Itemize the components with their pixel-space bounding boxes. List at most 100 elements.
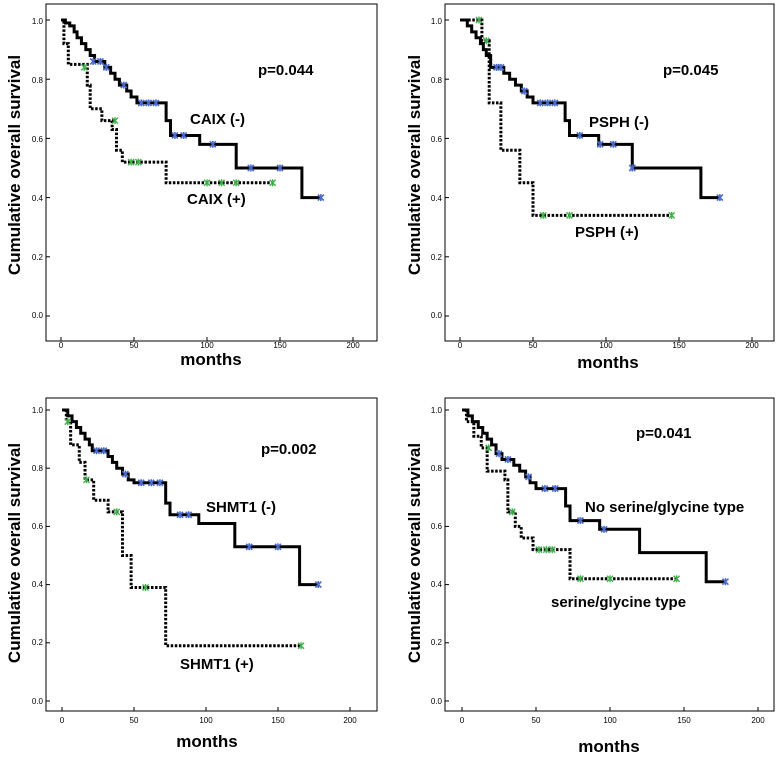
censor-mark: [111, 117, 119, 125]
km-series-line: [62, 408, 302, 648]
y-tick-label: 0.6: [431, 522, 443, 531]
censor-mark: [134, 158, 142, 166]
x-tick-label: 0: [59, 341, 64, 350]
y-tick-label: 0.0: [32, 311, 44, 320]
censor-mark: [673, 575, 681, 583]
x-tick-label: 50: [532, 716, 541, 725]
y-tick-label: 0.2: [431, 638, 443, 647]
censor-mark: [609, 140, 617, 148]
censor-mark: [668, 211, 676, 219]
plot-frame: [45, 397, 378, 712]
censor-mark: [542, 546, 550, 554]
series-label-shmt1-neg: SHMT1 (-): [206, 499, 276, 516]
x-tick-label: 150: [271, 716, 285, 725]
censor-mark: [80, 63, 88, 71]
censor-mark: [535, 546, 543, 554]
x-tick-label: 200: [751, 716, 765, 725]
y-tick-label: 1.0: [431, 406, 443, 415]
x-tick-label: 100: [599, 341, 613, 350]
censor-mark: [548, 546, 556, 554]
censor-mark: [102, 63, 110, 71]
censor-mark: [176, 511, 184, 519]
km-curves: [46, 18, 354, 341]
censor-mark: [600, 525, 608, 533]
censor-mark: [180, 131, 188, 140]
censor-mark: [317, 194, 325, 202]
y-tick-label: 0.6: [32, 522, 44, 531]
p-value: p=0.044: [258, 62, 314, 79]
censor-mark: [121, 470, 129, 478]
censor-mark: [497, 63, 505, 71]
x-tick-label: 50: [529, 341, 538, 350]
y-tick-label: 0.8: [431, 464, 443, 473]
censor-mark: [89, 57, 97, 66]
censor-mark: [525, 473, 533, 481]
y-tick-label: 1.0: [32, 406, 44, 415]
censor-mark: [171, 131, 179, 140]
censor-mark: [536, 99, 544, 107]
censor-mark: [203, 179, 211, 187]
censor-mark: [218, 179, 226, 187]
censor-mark: [576, 575, 584, 583]
km-series-line: [462, 408, 726, 584]
panel-shmt1: 1.0 0.8 0.6 0.4 0.2 0.0 0 50 100 150 200…: [5, 397, 378, 751]
censor-mark: [245, 543, 253, 551]
series-label-caix-neg: CAIX (-): [190, 111, 245, 128]
censor-mark: [113, 508, 121, 516]
censor-mark: [137, 479, 145, 487]
x-ticks: 0 50 100 150 200: [458, 341, 759, 350]
y-tick-label: 1.0: [32, 17, 44, 26]
y-tick-label: 0.2: [431, 253, 443, 262]
censor-mark: [551, 99, 559, 107]
x-axis-title: months: [578, 737, 639, 756]
censor-mark: [276, 164, 284, 172]
x-tick-label: 200: [346, 341, 360, 350]
x-tick-label: 100: [199, 716, 213, 725]
censor-mark: [606, 575, 614, 583]
censor-mark: [147, 479, 155, 487]
x-tick-label: 0: [60, 716, 65, 725]
series-label-psph-neg: PSPH (-): [589, 114, 649, 131]
censor-mark: [127, 158, 135, 166]
censor-mark: [232, 179, 240, 187]
km-curves: [46, 408, 351, 711]
y-tick-label: 0.0: [32, 697, 44, 706]
censor-mark: [596, 140, 604, 148]
km-series-line: [61, 18, 273, 185]
y-ticks: 1.0 0.8 0.6 0.4 0.2 0.0: [32, 406, 44, 706]
y-tick-label: 0.2: [32, 253, 44, 262]
censor-mark: [209, 140, 217, 148]
y-tick-label: 0.4: [431, 194, 443, 203]
censor-mark: [269, 179, 277, 187]
p-value: p=0.041: [636, 425, 691, 442]
censor-mark: [576, 131, 584, 140]
y-tick-label: 0.8: [32, 464, 44, 473]
series-label-serine-glycine: serine/glycine type: [551, 594, 686, 611]
km-curves: [445, 16, 753, 341]
x-tick-label: 200: [343, 716, 357, 725]
censor-mark: [185, 511, 193, 519]
series-label-shmt1-pos: SHMT1 (+): [180, 656, 254, 673]
x-tick-label: 50: [130, 716, 139, 725]
km-series-line: [460, 18, 720, 200]
x-ticks: 0 50 100 150 200: [60, 716, 357, 725]
x-tick-label: 100: [200, 341, 214, 350]
censor-mark: [520, 87, 528, 95]
panel-caix: 1.0 0.8 0.6 0.4 0.2 0.0 0 50 100 150 200…: [5, 3, 378, 369]
y-tick-label: 0.4: [431, 580, 443, 589]
censor-mark: [145, 99, 153, 107]
p-value: p=0.045: [663, 62, 718, 79]
censor-mark: [576, 517, 584, 525]
censor-mark: [274, 543, 282, 551]
censor-mark: [100, 447, 108, 455]
y-tick-label: 0.4: [32, 194, 44, 203]
series-label-no-serine-glycine: No serine/glycine type: [585, 499, 744, 516]
y-axis-title: Cumulative overall survival: [5, 55, 24, 275]
censor-mark: [551, 485, 559, 493]
x-axis-title: months: [577, 353, 638, 372]
plot-frame: [444, 3, 775, 342]
y-tick-label: 0.0: [431, 697, 443, 706]
panel-psph: 1.0 0.8 0.6 0.4 0.2 0.0 0 50 100 150 200…: [405, 3, 775, 372]
y-tick-label: 0.4: [32, 580, 44, 589]
